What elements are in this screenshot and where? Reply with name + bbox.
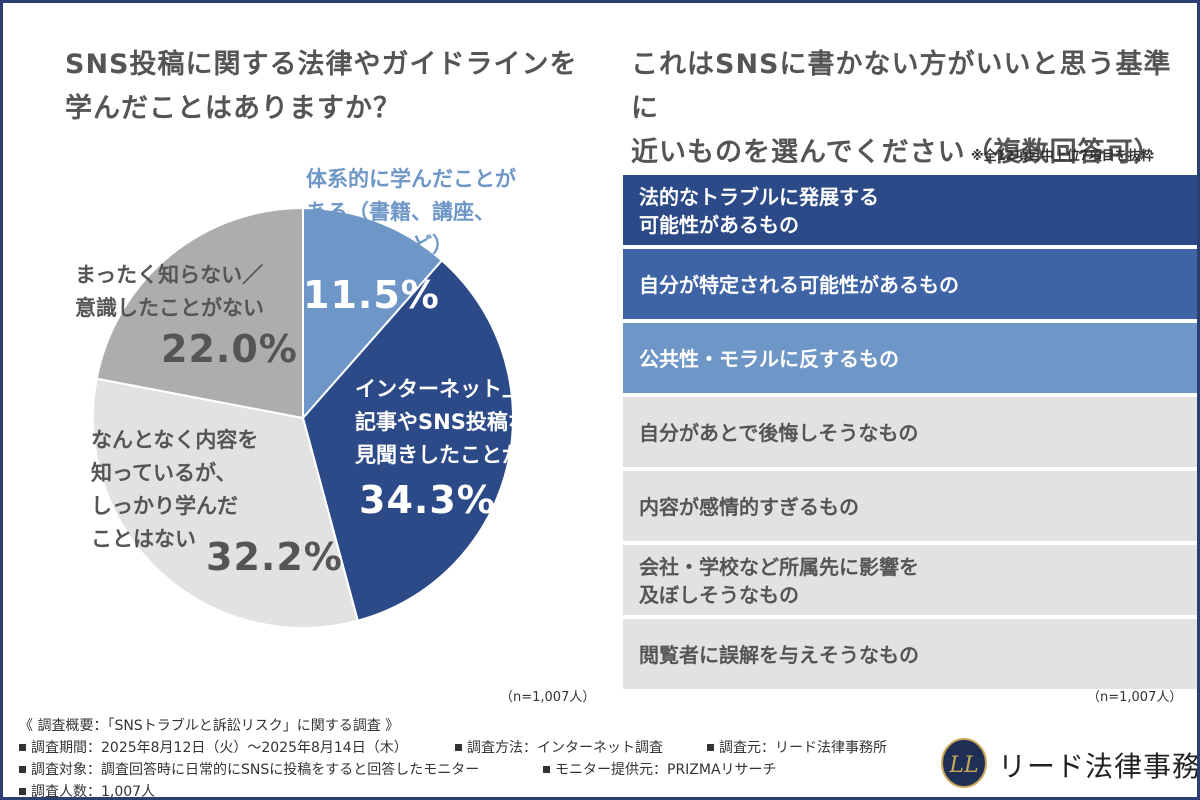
pie-label-internet: インターネット上の 記事やSNS投稿などで 見聞きしたことがある 34.3% (355, 373, 570, 524)
pie-label-vague-line-3: しっかり学んだ (91, 494, 238, 518)
logo-mark-letters: LL (948, 753, 978, 778)
law-firm-name: リード法律事務所 (998, 750, 1200, 783)
bar-3-label-line-1: 公共性・モラルに反するもの (639, 347, 899, 371)
survey-period-row: 調査期間：2025年8月12日（火）～2025年8月14日（木） (19, 737, 408, 757)
survey-count: 調査人数：1,007人 (31, 784, 156, 800)
pie-label-internet-line-2: 記事やSNS投稿などで (355, 410, 571, 434)
bar-6-label-line-1: 会社・学校など所属先に影響を (639, 555, 919, 579)
pie-label-systematic-line-1: 体系的に学んだことが (306, 167, 516, 191)
pie-slice-systematic (302, 206, 444, 421)
pie-label-unaware: まったく知らない／ 意識したことがない 22.0% (75, 259, 298, 373)
bar-5 (623, 471, 1197, 541)
pie-value-vague-text: 32.2% (206, 535, 343, 579)
survey-count-row: 調査人数：1,007人 (19, 781, 156, 800)
bar-2-label-line-1: 自分が特定される可能性があるもの (639, 273, 959, 297)
bar-chart-title: これはSNSに書かない方がいいと思う基準に 近いものを選んでください（複数回答可… (631, 43, 1191, 175)
bullet-square (543, 765, 550, 773)
bar-2 (623, 249, 1197, 319)
survey-period: 調査期間：2025年8月12日（火）～2025年8月14日（木） (31, 740, 408, 756)
pie-title-line-2: 学んだことはありますか？ (65, 93, 401, 124)
pie-label-systematic-line-2: ある（書籍、講座、 (306, 200, 495, 224)
survey-summary: 《 調査概要：「SNSトラブルと訴訟リスク」に関する調査 》 (19, 718, 400, 734)
survey-target: 調査対象：調査回答時に日常的にSNSに投稿をすると回答したモニター (31, 762, 480, 778)
pie-slice-vague (92, 377, 360, 629)
survey-target-row: 調査対象：調査回答時に日常的にSNSに投稿をすると回答したモニター (19, 759, 479, 779)
survey-method: 調査方法：インターネット調査 (467, 740, 663, 756)
law-firm-logo-icon: LL (941, 738, 987, 788)
pie-value-systematic-text: 11.5% (303, 273, 440, 317)
pie-label-internet-line-3: 見聞きしたことがある (355, 443, 565, 467)
bar-5-label-line-1: 内容が感情的すぎるもの (639, 495, 859, 519)
survey-provider: モニター提供元：PRIZMAリサーチ (555, 762, 777, 778)
bar-3 (623, 323, 1197, 393)
pie-value-vague: 32.2% (206, 533, 343, 581)
bar-4 (623, 397, 1197, 467)
pie-label-systematic: 体系的に学んだことが ある（書籍、講座、 セミナーなど） (306, 163, 516, 262)
bar-7-label-line-1: 閲覧者に誤解を与えそうなもの (639, 643, 919, 667)
pie-label-vague-line-1: なんとなく内容を (91, 428, 259, 452)
pie-label-vague-line-4: ことはない (91, 527, 196, 551)
pie-value-systematic: 11.5% (303, 271, 440, 319)
bar-6 (623, 545, 1197, 615)
pie-label-vague-line-2: 知っているが、 (91, 461, 237, 485)
bullet-square (19, 743, 26, 751)
pie-label-vague: なんとなく内容を 知っているが、 しっかり学んだ ことはない (91, 424, 258, 556)
pie-label-systematic-line-3: セミナーなど） (306, 233, 453, 257)
bar-4-label-line-1: 自分があとで後悔しそうなもの (639, 421, 918, 445)
survey-method-row: 調査方法：インターネット調査 (455, 737, 663, 757)
survey-organizer: 調査元：リード法律事務所 (719, 740, 887, 756)
bar-1 (623, 175, 1197, 245)
pie-slice-internet (301, 259, 514, 622)
bar-1-label-line-2: 可能性があるもの (639, 213, 799, 237)
pie-sample-size: （n=1,007人） (500, 690, 596, 705)
bar-6-label-line-2: 及ぼしそうなもの (639, 583, 799, 607)
pie-title-line-1: SNS投稿に関する法律やガイドラインを (65, 49, 578, 80)
bullet-square (19, 765, 26, 773)
bar-7 (623, 619, 1197, 689)
bar-title-line-1: これはSNSに書かない方がいいと思う基準に (631, 49, 1172, 124)
pie-chart (92, 206, 514, 629)
pie-label-unaware-line-2: 意識したことがない (75, 296, 264, 320)
bar-sample-size: （n=1,007人） (1087, 690, 1183, 705)
bullet-square (707, 743, 714, 751)
bullet-square (19, 787, 26, 795)
pie-label-unaware-line-1: まったく知らない／ (75, 263, 264, 287)
bar-1-label-line-1: 法的なトラブルに発展する (639, 185, 879, 209)
survey-provider-row: モニター提供元：PRIZMAリサーチ (543, 759, 777, 779)
bar-chart-note: ※全12項目中上位7項目を抜粋 (971, 149, 1154, 164)
bar-chart: 法的なトラブルに発展する可能性があるもの47.4%自分が特定される可能性があるも… (623, 175, 1197, 689)
bullet-square (455, 743, 462, 751)
pie-chart-title: SNS投稿に関する法律やガイドラインを 学んだことはありますか？ (65, 43, 585, 131)
pie-value-unaware: 22.0% (161, 327, 298, 371)
pie-slice-unaware (95, 206, 304, 420)
pie-value-internet: 34.3% (359, 478, 496, 522)
bar-title-line-2: 近いものを選んでください（複数回答可） (631, 137, 1162, 168)
pie-label-internet-line-1: インターネット上の (355, 377, 544, 401)
survey-organizer-row: 調査元：リード法律事務所 (707, 737, 887, 757)
